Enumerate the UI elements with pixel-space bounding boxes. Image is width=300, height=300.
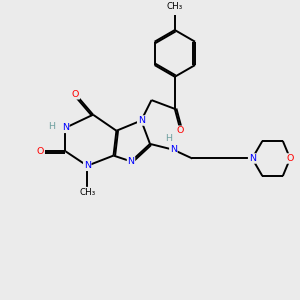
Text: CH₃: CH₃ xyxy=(79,188,95,196)
Text: N: N xyxy=(62,123,69,132)
Text: N: N xyxy=(84,161,91,170)
Text: O: O xyxy=(72,90,79,99)
Text: N: N xyxy=(249,154,256,163)
Text: O: O xyxy=(286,154,294,163)
Text: H: H xyxy=(166,134,172,142)
Text: N: N xyxy=(138,116,145,125)
Text: N: N xyxy=(170,145,177,154)
Text: O: O xyxy=(37,147,44,156)
Text: O: O xyxy=(177,126,184,135)
Text: CH₃: CH₃ xyxy=(167,2,183,11)
Text: N: N xyxy=(128,157,134,166)
Text: H: H xyxy=(48,122,55,131)
